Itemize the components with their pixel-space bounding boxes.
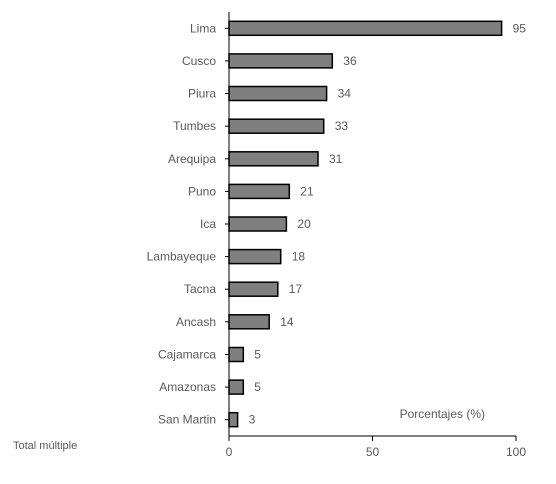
data-label-san-martin: 3 [249,413,256,427]
y-tick-label-puno: Puno [188,184,216,198]
y-tick-label-piura: Piura [188,87,216,101]
bar-lambayeque [228,248,282,265]
data-label-cusco: 36 [343,54,357,68]
data-label-tumbes: 33 [335,119,349,133]
x-axis-title: Porcentajes (%) [400,407,485,421]
labels-layer: Lima 95 Cusco 36 Piura 34 Tumbes 33 Arequipa 31 Pu… [147,21,527,426]
y-tick-label-tacna: Tacna [184,282,216,296]
y-tick-label-lima: Lima [190,21,216,35]
bar-cajamarca [228,346,245,363]
y-tick-label-lambayeque: Lambayeque [147,250,217,264]
x-tick-label-0: 0 [226,445,233,459]
data-label-lima: 95 [513,21,527,35]
data-label-ica: 20 [297,217,311,231]
data-label-amazonas: 5 [254,380,261,394]
data-label-tacna: 17 [289,282,303,296]
y-tick-label-cajamarca: Cajamarca [158,348,216,362]
x-tick-label-50: 50 [366,445,380,459]
data-label-piura: 34 [338,87,352,101]
x-tick-label-100: 100 [506,445,526,459]
data-label-cajamarca: 5 [254,348,261,362]
bar-ica [228,216,288,232]
bar-cusco [228,53,334,69]
y-tick-label-san-martin: San Martin [158,413,216,427]
bar-ancash [228,314,270,330]
bar-san-martin [228,411,239,428]
y-tick-label-amazonas: Amazonas [159,380,216,394]
bar-piura [228,85,328,102]
y-tick-label-ica: Ica [200,217,216,231]
data-label-ancash: 14 [280,315,294,329]
bar-arequipa [228,151,319,167]
data-label-puno: 21 [300,184,314,198]
bar-puno [228,183,291,200]
data-label-arequipa: 31 [329,152,343,166]
y-tick-label-tumbes: Tumbes [173,119,216,133]
bar-tumbes [228,118,325,134]
axes-layer: 0 50 100 [225,12,526,459]
data-label-lambayeque: 18 [292,250,306,264]
y-tick-label-ancash: Ancash [176,315,216,329]
bar-lima [228,20,503,37]
bar-tacna [228,281,279,297]
y-tick-label-cusco: Cusco [182,54,216,68]
y-tick-label-arequipa: Arequipa [168,152,216,166]
bars-layer [228,20,503,428]
y-axis-title: Total múltiple [13,440,77,452]
bar-amazonas [228,379,245,395]
